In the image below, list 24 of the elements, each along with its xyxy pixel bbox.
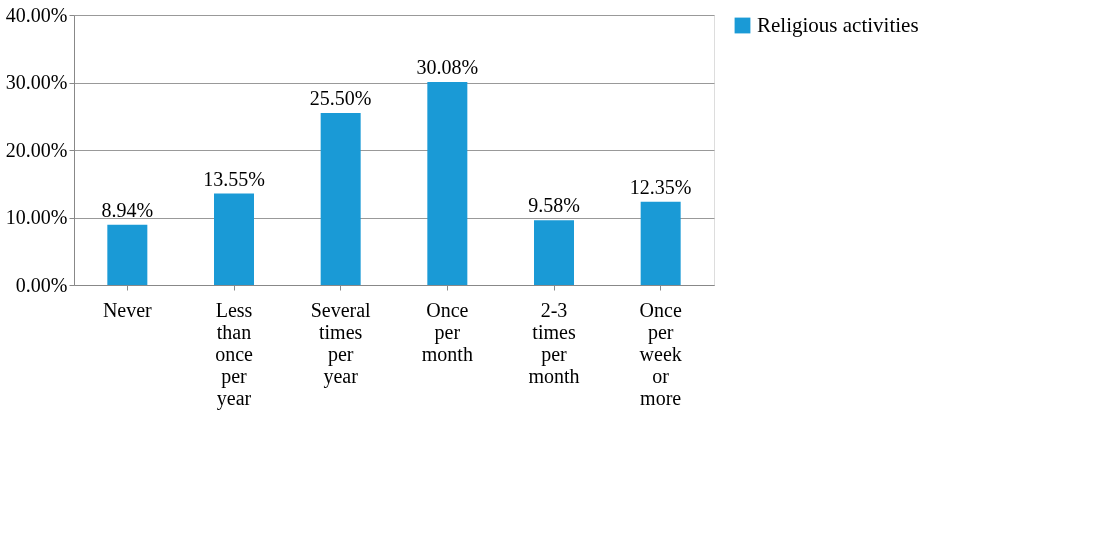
- y-tick-label: 30.00%: [5, 71, 68, 93]
- data-label: 13.55%: [203, 167, 265, 190]
- x-tick-label: Less than once per year: [215, 298, 253, 410]
- bar: [427, 81, 468, 285]
- bar: [214, 193, 254, 285]
- x-tick-label: 2-3 times per month: [528, 298, 580, 387]
- y-tick-label: 0.00%: [15, 273, 68, 296]
- x-tick-label: Several times per year: [310, 298, 372, 388]
- x-tick-label: Never: [102, 298, 153, 321]
- y-tick-label: 20.00%: [5, 138, 68, 161]
- bar: [320, 112, 361, 285]
- data-label: 25.50%: [309, 86, 372, 109]
- data-label: 8.94%: [101, 198, 154, 221]
- legend-label: Religious activities: [757, 12, 919, 37]
- x-tick-label: Once per month: [421, 298, 473, 365]
- data-label: 9.58%: [528, 194, 580, 217]
- y-tick-label: 40.00%: [5, 3, 68, 26]
- data-label: 12.35%: [629, 175, 692, 198]
- bar: [534, 220, 574, 285]
- y-tick-label: 10.00%: [5, 206, 68, 228]
- x-tick-label: Once per week or more: [639, 298, 682, 409]
- bar: [640, 201, 681, 285]
- data-label: 30.08%: [416, 55, 479, 78]
- bar: [107, 224, 148, 285]
